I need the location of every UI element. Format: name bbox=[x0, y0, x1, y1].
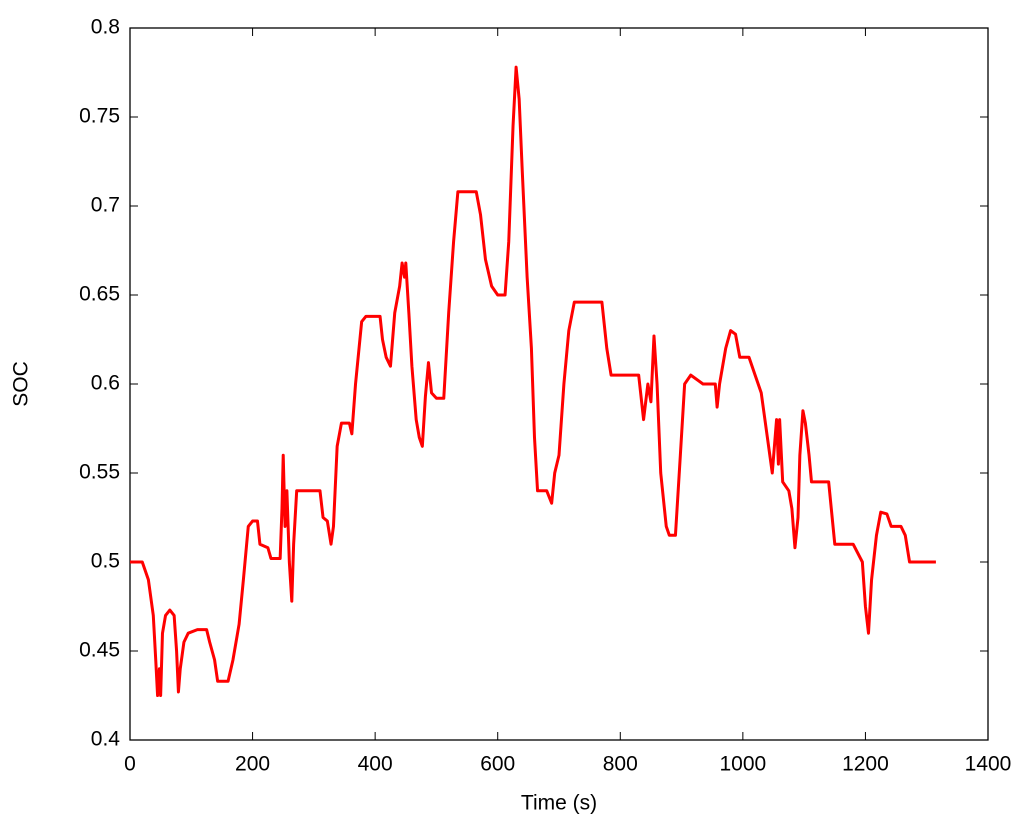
x-axis-label: Time (s) bbox=[521, 792, 597, 815]
y-tick-label: 0.65 bbox=[79, 283, 120, 306]
y-tick-label: 0.4 bbox=[91, 728, 121, 751]
x-tick-label: 400 bbox=[358, 753, 393, 776]
y-tick-label: 0.75 bbox=[79, 105, 120, 128]
y-tick-label: 0.7 bbox=[91, 194, 120, 217]
y-tick-label: 0.8 bbox=[91, 16, 120, 39]
y-axis-label: SOC bbox=[10, 361, 33, 407]
x-tick-label: 1000 bbox=[719, 753, 766, 776]
x-tick-label: 1200 bbox=[842, 753, 889, 776]
y-tick-label: 0.45 bbox=[79, 639, 120, 662]
y-tick-label: 0.55 bbox=[79, 461, 120, 484]
data-line bbox=[130, 65, 936, 697]
x-tick-label: 600 bbox=[480, 753, 515, 776]
x-tick-label: 200 bbox=[235, 753, 270, 776]
x-tick-label: 800 bbox=[603, 753, 638, 776]
x-tick-label: 0 bbox=[124, 753, 136, 776]
x-tick-label: 1400 bbox=[965, 753, 1012, 776]
y-tick-label: 0.6 bbox=[91, 372, 120, 395]
plot-frame bbox=[129, 27, 989, 741]
y-tick-label: 0.5 bbox=[91, 550, 120, 573]
